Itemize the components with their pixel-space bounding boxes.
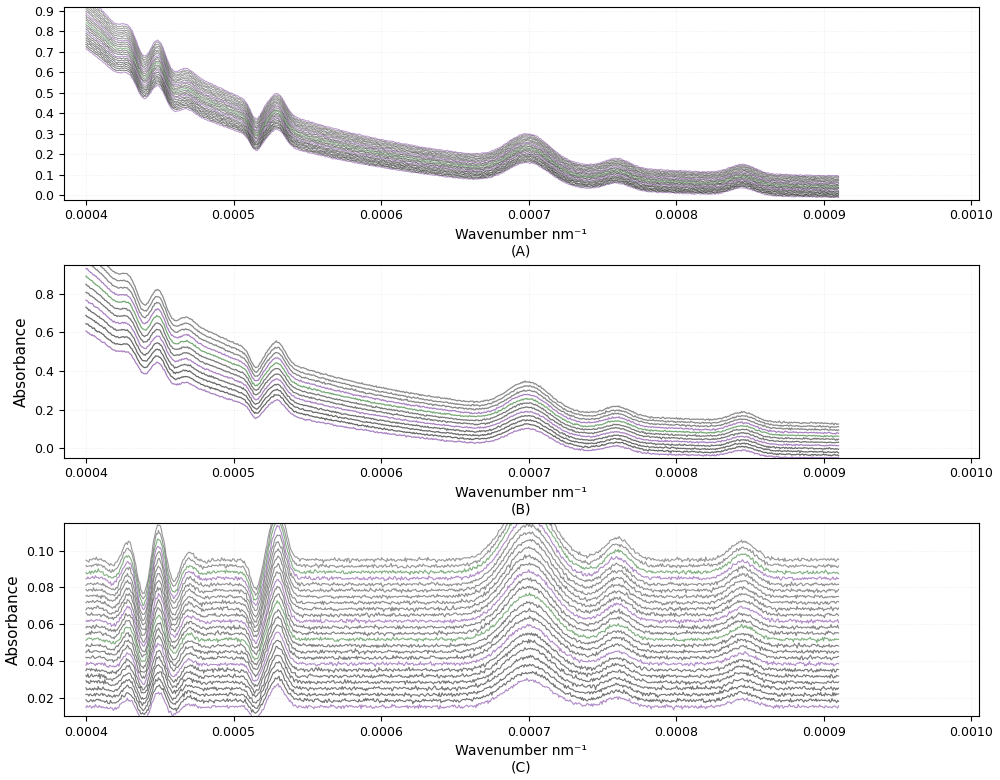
Y-axis label: Absorbance: Absorbance [14, 316, 29, 406]
X-axis label: Wavenumber nm⁻¹
(A): Wavenumber nm⁻¹ (A) [455, 228, 587, 258]
X-axis label: Wavenumber nm⁻¹
(C): Wavenumber nm⁻¹ (C) [455, 744, 587, 775]
X-axis label: Wavenumber nm⁻¹
(B): Wavenumber nm⁻¹ (B) [455, 486, 587, 516]
Y-axis label: Absorbance: Absorbance [6, 574, 21, 665]
